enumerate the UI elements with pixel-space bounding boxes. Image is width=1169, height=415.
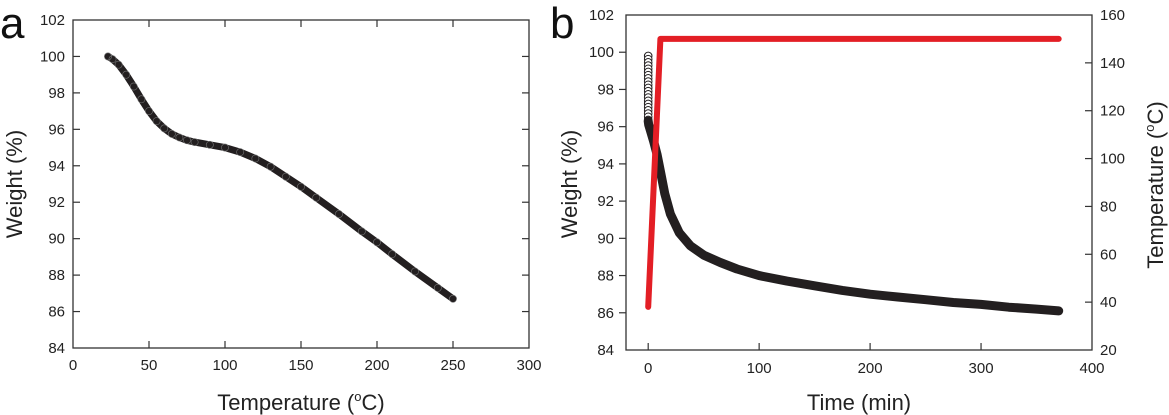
data-point	[108, 55, 117, 64]
data-point	[266, 162, 275, 171]
panel-b-x-ticks: 0 100 200 300 400	[644, 343, 1105, 377]
temperature-line	[645, 35, 1062, 310]
y2-tick-label: 140	[1100, 55, 1125, 72]
data-point	[129, 82, 138, 91]
x-tick-label: 250	[440, 357, 465, 374]
y2-tick-label: 120	[1100, 103, 1125, 120]
panel-b-plot-area	[625, 14, 1093, 351]
y-tick-label: 90	[597, 230, 614, 247]
panel-b-frame	[625, 14, 1093, 351]
panel-a: a 0 50 100 150 200 250 300 84 86 88 90 92 94 96 98 100…	[0, 0, 542, 415]
y-tick-label: 102	[40, 12, 65, 29]
y-tick-label: 98	[597, 81, 614, 98]
x-tick-label: 150	[288, 357, 313, 374]
data-point	[433, 283, 442, 292]
y2-tick-label: 100	[1100, 151, 1125, 168]
panel-b-series	[643, 35, 1064, 316]
x-tick-label: 200	[364, 357, 389, 374]
y-tick-label: 96	[597, 119, 614, 136]
data-point	[160, 124, 169, 133]
data-point	[297, 182, 305, 191]
data-point	[251, 154, 260, 163]
y2-tick-label: 60	[1100, 246, 1117, 263]
panel-b: b 0 100 200 300 400 84 86 88 90 92 94 96 98 100 102 2…	[550, 0, 1168, 415]
data-point	[449, 294, 457, 303]
data-point	[104, 52, 112, 61]
x-tick-label: 0	[69, 357, 77, 374]
y-tick-label: 100	[589, 44, 614, 61]
y-tick-label: 102	[589, 7, 614, 24]
x-tick-label: 100	[212, 357, 237, 374]
x-tick-label: 400	[1079, 360, 1104, 377]
y-tick-label: 88	[597, 268, 614, 285]
panel-b-y-axis-title: Weight (%)	[557, 130, 582, 238]
y-tick-label: 94	[48, 158, 65, 175]
y-tick-label: 86	[597, 305, 614, 322]
data-point	[137, 95, 146, 104]
panel-b-y2-axis-title: Temperature (oC)	[1142, 101, 1168, 268]
data-point	[388, 250, 397, 259]
weight-curve	[643, 116, 1064, 316]
data-point	[312, 193, 321, 202]
panel-b-y-ticks: 84 86 88 90 92 94 96 98 100 102	[589, 7, 626, 359]
data-point	[335, 210, 343, 218]
data-point	[221, 143, 229, 152]
x-tick-label: 200	[858, 360, 883, 377]
y2-tick-label: 160	[1100, 7, 1125, 24]
panel-a-y-axis-title: Weight (%)	[2, 130, 27, 238]
y-tick-label: 90	[48, 231, 65, 248]
data-point	[183, 136, 191, 145]
data-point	[167, 129, 176, 138]
y-tick-label: 88	[48, 267, 65, 284]
weight-curve	[104, 52, 457, 303]
y2-tick-label: 20	[1100, 342, 1117, 359]
y-tick-label: 96	[48, 121, 65, 138]
y-tick-label: 94	[597, 156, 614, 173]
data-point	[175, 133, 184, 142]
data-point	[114, 60, 123, 69]
panel-a-x-ticks: 0 50 100 150 200 250 300	[69, 20, 542, 374]
panel-a-y-ticks: 84 86 88 90 92 94 96 98 100 102	[40, 12, 529, 357]
panel-a-series	[104, 52, 457, 303]
data-point	[122, 70, 131, 79]
panel-b-y2-ticks: 20 40 60 80 100 120 140 160	[1085, 7, 1125, 359]
y-tick-label: 84	[48, 340, 65, 357]
data-point	[205, 140, 214, 149]
x-tick-label: 0	[644, 360, 652, 377]
data-point	[236, 148, 245, 157]
data-point	[190, 138, 199, 146]
y-tick-label: 92	[597, 193, 614, 210]
panel-b-label: b	[550, 0, 574, 48]
data-point	[145, 107, 153, 116]
x-tick-label: 100	[747, 360, 772, 377]
data-point	[152, 117, 161, 126]
panel-a-label: a	[0, 0, 25, 48]
x-tick-label: 300	[516, 357, 541, 374]
data-point	[373, 238, 381, 247]
y2-tick-label: 80	[1100, 198, 1117, 215]
data-point	[357, 227, 366, 236]
data-point	[281, 172, 290, 181]
y-tick-label: 86	[48, 304, 65, 321]
data-point	[411, 267, 419, 276]
x-tick-label: 50	[141, 357, 158, 374]
y-tick-label: 98	[48, 85, 65, 102]
y2-tick-label: 40	[1100, 294, 1117, 311]
panel-b-x-axis-title: Time (min)	[807, 390, 911, 415]
y-tick-label: 100	[40, 48, 65, 65]
y-tick-label: 92	[48, 194, 65, 211]
y-tick-label: 84	[597, 342, 614, 359]
x-tick-label: 300	[969, 360, 994, 377]
panel-a-x-axis-title: Temperature (oC)	[217, 389, 384, 415]
